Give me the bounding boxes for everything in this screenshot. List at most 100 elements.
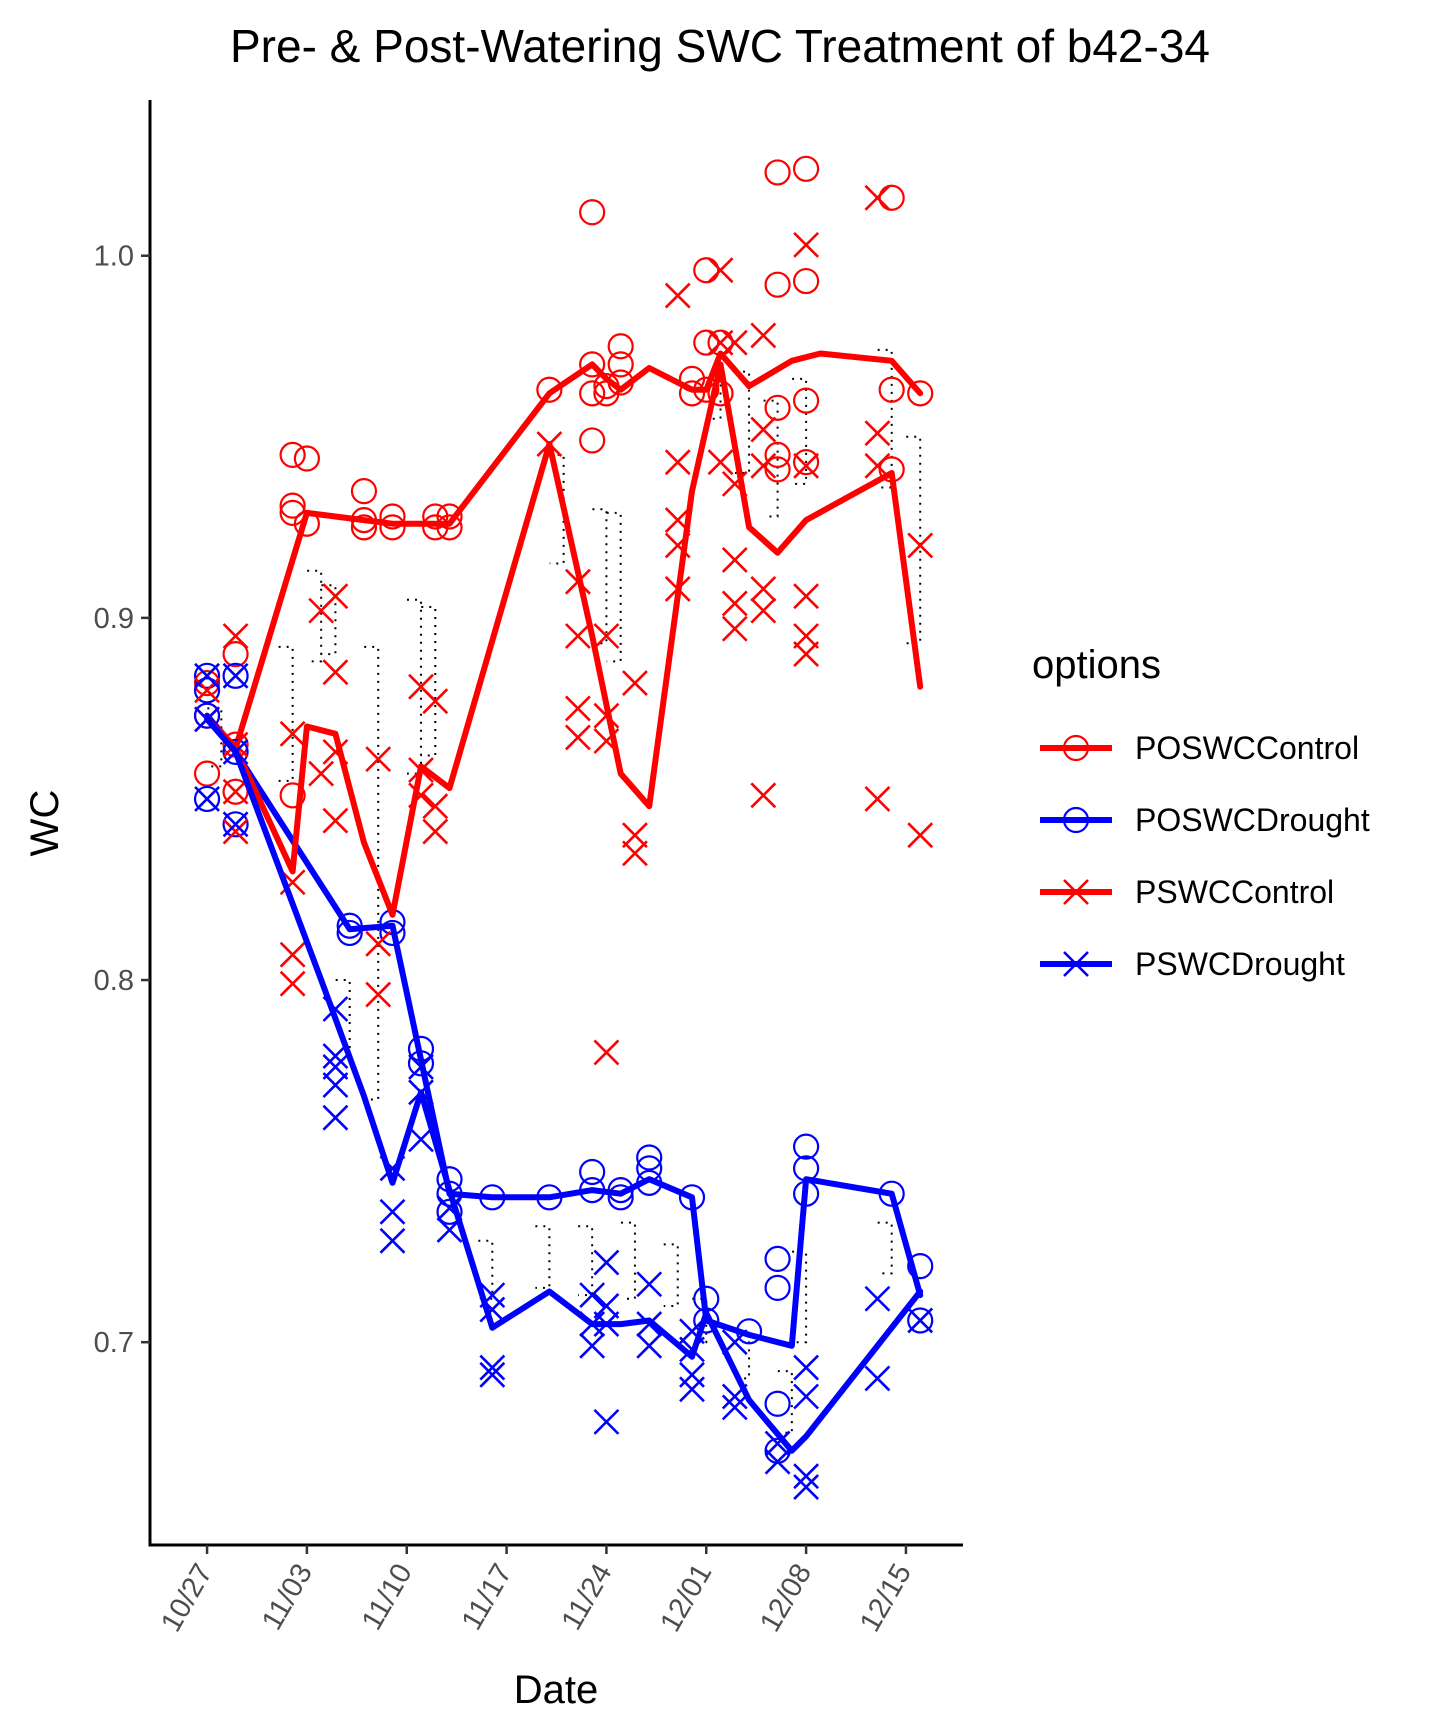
data-point-pswccontrol-42 — [707, 449, 734, 476]
data-point-pswcdrought-44 — [793, 1383, 820, 1410]
data-point-poswcdrought-6 — [222, 662, 249, 689]
data-point-pswccontrol-64 — [864, 184, 891, 211]
data-point-pswcdrought-4 — [222, 738, 249, 765]
data-point-pswccontrol-65 — [907, 822, 934, 849]
data-point-pswccontrol-15 — [322, 583, 349, 610]
plot-series — [193, 155, 934, 1500]
data-point-pswcdrought-11 — [379, 1227, 406, 1254]
data-point-pswccontrol-51 — [750, 597, 777, 624]
data-point-poswcdrought-25 — [678, 1184, 706, 1211]
data-point-pswccontrol-58 — [793, 583, 820, 610]
data-point-poswccontrol-49 — [878, 184, 905, 211]
data-point-poswccontrol-34 — [693, 257, 720, 284]
data-point-poswccontrol-48 — [878, 376, 905, 403]
data-point-pswccontrol-9 — [279, 720, 306, 747]
data-point-pswcdrought-31 — [636, 1311, 663, 1338]
data-point-pswccontrol-50 — [750, 782, 777, 809]
data-point-pswccontrol-56 — [793, 641, 820, 668]
data-point-pswccontrol-55 — [750, 322, 777, 349]
data-point-poswccontrol-25 — [579, 199, 606, 226]
data-point-poswccontrol-8 — [279, 492, 306, 519]
data-point-pswcdrought-19 — [479, 1361, 506, 1388]
data-point-pswcdrought-40 — [764, 1448, 791, 1475]
data-point-pswccontrol-62 — [864, 452, 891, 479]
range-bar-13 — [606, 511, 622, 663]
data-point-poswccontrol-6 — [279, 782, 306, 809]
x-tick-label: 11/03 — [256, 1559, 319, 1636]
series-line-pswccontrol — [204, 361, 924, 918]
data-point-pswcdrought-18 — [436, 1195, 463, 1222]
data-point-pswccontrol-17 — [365, 930, 392, 957]
x-tick-label: 11/17 — [456, 1559, 519, 1636]
legend-item-poswcdrought: POSWCDrought — [1040, 802, 1370, 838]
data-point-poswccontrol-20 — [436, 503, 463, 530]
data-point-poswcdrought-18 — [579, 1176, 606, 1204]
data-point-poswcdrought-36 — [878, 1180, 905, 1207]
data-point-poswcdrought-33 — [793, 1180, 820, 1207]
data-point-poswccontrol-44 — [793, 387, 820, 414]
range-bar-25 — [877, 1221, 893, 1275]
data-point-pswcdrought-25 — [579, 1282, 606, 1309]
data-point-poswcdrought-38 — [907, 1253, 934, 1280]
data-point-poswcdrought-17 — [536, 1184, 563, 1211]
data-point-pswcdrought-28 — [593, 1293, 620, 1319]
data-point-poswccontrol-39 — [764, 441, 791, 469]
data-point-poswccontrol-29 — [607, 351, 634, 378]
data-point-poswccontrol-45 — [793, 267, 820, 295]
y-tick-label: 0.8 — [94, 965, 134, 997]
data-point-pswccontrol-35 — [622, 822, 648, 849]
data-point-pswccontrol-14 — [322, 659, 349, 686]
range-bar-6 — [407, 598, 422, 775]
range-bar-17 — [706, 381, 722, 420]
data-point-poswcdrought-1 — [193, 702, 221, 729]
data-point-poswccontrol-15 — [379, 514, 406, 541]
data-point-poswcdrought-28 — [735, 1318, 763, 1345]
data-point-poswccontrol-42 — [764, 159, 791, 186]
data-point-pswcdrought-15 — [408, 1079, 434, 1106]
data-point-pswccontrol-29 — [564, 568, 591, 595]
data-point-pswccontrol-47 — [721, 547, 748, 573]
data-point-poswcdrought-30 — [764, 1390, 791, 1417]
data-point-poswcdrought-19 — [579, 1158, 606, 1186]
data-point-pswccontrol-60 — [793, 231, 820, 258]
chart-title: Pre- & Post-Watering SWC Treatment of b4… — [230, 20, 1210, 72]
data-point-pswccontrol-49 — [721, 329, 748, 356]
data-point-poswccontrol-30 — [607, 333, 634, 360]
data-point-poswcdrought-24 — [636, 1144, 663, 1171]
data-point-pswccontrol-13 — [322, 738, 349, 765]
data-point-pswcdrought-10 — [322, 996, 349, 1022]
legend-label: POSWCControl — [1135, 730, 1359, 766]
data-point-pswcdrought-32 — [636, 1271, 663, 1298]
data-point-poswcdrought-31 — [764, 1274, 791, 1301]
legend-label: PSWCControl — [1135, 874, 1334, 910]
legend-key-marker — [1063, 879, 1089, 905]
data-point-pswcdrought-13 — [379, 1155, 406, 1182]
data-point-poswccontrol-33 — [693, 376, 720, 403]
data-point-pswccontrol-33 — [593, 623, 620, 649]
legend-item-poswccontrol: POSWCControl — [1040, 730, 1359, 766]
series-poswcdrought — [193, 662, 934, 1464]
legend-title: options — [1032, 643, 1161, 687]
data-point-pswcdrought-22 — [479, 1282, 506, 1309]
legend-item-pswccontrol: PSWCControl — [1040, 874, 1334, 910]
data-point-pswcdrought-2 — [194, 662, 220, 689]
data-point-pswccontrol-10 — [308, 760, 335, 787]
data-point-pswcdrought-36 — [679, 1318, 705, 1345]
series-line-pswcdrought — [204, 716, 924, 1454]
x-tick-label: 10/27 — [155, 1559, 219, 1638]
data-point-poswccontrol-0 — [193, 760, 221, 787]
data-point-pswcdrought-12 — [379, 1198, 406, 1225]
data-point-poswccontrol-40 — [764, 394, 791, 421]
data-point-poswcdrought-0 — [193, 785, 221, 813]
series-poswccontrol — [193, 155, 934, 809]
data-point-pswccontrol-46 — [721, 590, 748, 617]
data-point-poswccontrol-41 — [764, 271, 791, 298]
y-axis-title: WC — [23, 790, 67, 857]
data-point-pswcdrought-41 — [764, 1430, 791, 1457]
range-bar-20 — [763, 399, 779, 518]
data-point-poswcdrought-5 — [222, 738, 249, 765]
data-point-pswccontrol-66 — [907, 532, 934, 559]
data-point-poswcdrought-3 — [193, 662, 221, 689]
range-bar-11 — [578, 1225, 594, 1297]
